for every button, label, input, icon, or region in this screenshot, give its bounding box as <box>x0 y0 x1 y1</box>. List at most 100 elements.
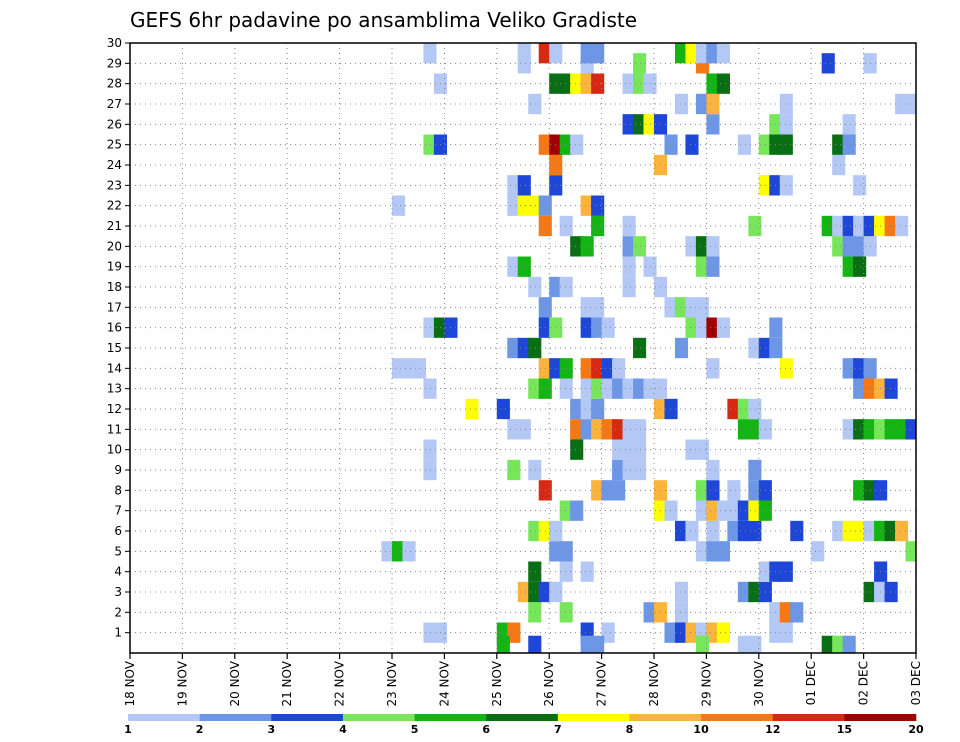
heatmap-cell <box>884 419 898 440</box>
heatmap-cell <box>884 215 898 237</box>
heatmap-cell <box>706 317 720 338</box>
heatmap-cell <box>507 175 521 196</box>
heatmap-cell <box>706 541 720 562</box>
heatmap-cell <box>559 358 573 379</box>
heatmap-cell <box>528 195 542 216</box>
heatmap-cell <box>559 602 573 623</box>
x-axis: 18 NOV 19 NOV 20 NOV 21 NOV 22 NOV 23 NOV 24 N… <box>123 653 923 707</box>
heatmap-cell <box>612 480 626 501</box>
y-tick-label: 12 <box>107 402 122 416</box>
heatmap-cell <box>821 635 835 653</box>
heatmap-cell <box>842 419 856 440</box>
heatmap-cell <box>842 635 856 653</box>
heatmap-cell <box>549 43 563 64</box>
heatmap-cell <box>737 581 751 603</box>
heatmap-cell <box>517 43 531 64</box>
heatmap-cell <box>591 317 605 338</box>
colorbar-segment <box>342 714 415 721</box>
heatmap-cell <box>622 439 636 460</box>
heatmap-cell <box>580 195 594 216</box>
y-tick-label: 13 <box>107 382 122 396</box>
heatmap-cell <box>695 236 710 257</box>
heatmap-cell <box>591 398 605 420</box>
heatmap-cell <box>895 419 909 440</box>
heatmap-cell <box>517 175 531 196</box>
heatmap-cell <box>517 337 531 359</box>
x-tick-label: 29 NOV <box>699 660 713 706</box>
heatmap-cell <box>737 134 751 155</box>
heatmap-cell <box>853 520 867 542</box>
heatmap-cell <box>779 358 793 379</box>
heatmap-cell <box>842 520 856 542</box>
heatmap-cell <box>559 73 573 94</box>
colorbar-tick-label: 4 <box>339 723 347 736</box>
heatmap-cell <box>748 337 762 359</box>
heatmap-cell <box>737 398 751 420</box>
heatmap-cell <box>790 602 804 623</box>
colorbar-tick-label: 7 <box>554 723 562 736</box>
heatmap-cell <box>695 480 710 501</box>
y-axis: 1234567891011121314151617181920212223242… <box>107 36 130 640</box>
heatmap-cell <box>832 635 846 653</box>
heatmap-cell <box>779 561 793 582</box>
heatmap-cell <box>507 337 521 359</box>
heatmap-cell <box>507 459 521 481</box>
colorbar-segment <box>701 714 774 721</box>
heatmap-cell <box>706 520 720 542</box>
heatmap-cell <box>591 215 605 237</box>
heatmap-cell <box>779 134 793 155</box>
x-tick-label: 23 NOV <box>385 660 399 706</box>
heatmap-cell <box>674 520 689 542</box>
heatmap-cell <box>528 459 542 481</box>
heatmap-cell <box>748 500 762 521</box>
x-tick-label: 18 NOV <box>123 660 137 706</box>
heatmap-cell <box>821 215 835 237</box>
heatmap-cell <box>674 602 689 623</box>
heatmap-cell <box>674 581 689 603</box>
y-tick-label: 23 <box>107 178 122 192</box>
heatmap-cell <box>716 622 730 643</box>
heatmap-cell <box>727 520 741 542</box>
heatmap-cell <box>706 93 720 115</box>
heatmap-cell <box>748 419 762 440</box>
x-tick-label: 01 DEC <box>804 661 818 705</box>
heatmap-cell <box>423 622 437 643</box>
colorbar-tick-label: 8 <box>626 723 634 736</box>
heatmap-cell <box>685 520 699 542</box>
heatmap-cell <box>570 500 584 521</box>
heatmap-cell <box>591 378 605 399</box>
heatmap-cell <box>853 175 867 196</box>
heatmap-cell <box>853 215 867 237</box>
heatmap-cell <box>559 276 573 298</box>
heatmap-cell <box>685 134 699 155</box>
heatmap-cell <box>496 398 510 420</box>
heatmap-cell <box>622 236 636 257</box>
heatmap-cell <box>674 43 689 64</box>
heatmap-cell <box>748 520 762 542</box>
heatmap-cell <box>591 480 605 501</box>
y-tick-label: 29 <box>107 56 122 70</box>
y-tick-label: 18 <box>107 280 122 294</box>
y-tick-label: 15 <box>107 341 122 355</box>
heatmap-cell <box>716 500 730 521</box>
heatmap-cell <box>633 53 647 74</box>
heatmap-cell <box>601 378 615 399</box>
heatmap-cell <box>853 480 867 501</box>
y-tick-label: 9 <box>114 463 122 477</box>
heatmap-cell <box>507 256 521 277</box>
grid-lines <box>130 42 916 653</box>
heatmap-cell <box>517 256 531 277</box>
y-tick-label: 28 <box>107 77 122 91</box>
y-tick-label: 11 <box>107 422 122 436</box>
heatmap-cell <box>695 635 710 653</box>
heatmap-cell <box>612 459 626 481</box>
heatmap-cell <box>674 297 689 318</box>
heatmap-cell <box>695 317 710 338</box>
colorbar-tick-label: 20 <box>908 723 924 736</box>
heatmap-cell <box>580 358 594 379</box>
heatmap-cell <box>706 459 720 481</box>
heatmap-cell <box>559 378 573 399</box>
heatmap-cell <box>580 317 594 338</box>
heatmap-cell <box>685 317 699 338</box>
colorbar-tick-label: 5 <box>411 723 419 736</box>
